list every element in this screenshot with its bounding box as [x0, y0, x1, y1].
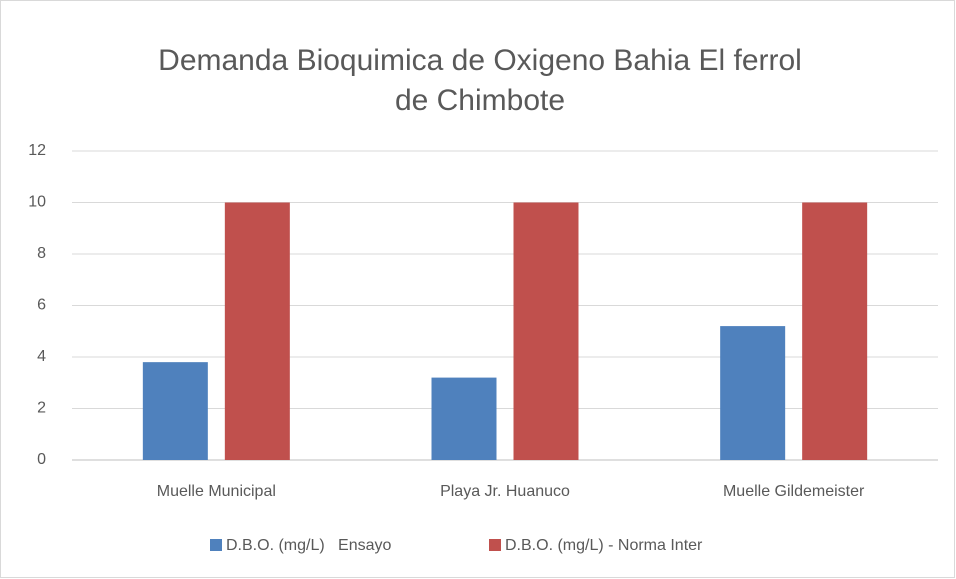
y-tick-label: 0 — [37, 451, 46, 468]
y-tick-label: 2 — [37, 400, 46, 417]
bar — [513, 202, 579, 460]
legend-swatch — [210, 539, 222, 551]
x-tick-label: Playa Jr. Huanuco — [440, 483, 570, 500]
bar — [431, 377, 497, 460]
bar — [224, 202, 290, 460]
y-tick-label: 6 — [37, 297, 46, 314]
x-tick-label: Muelle Gildemeister — [723, 483, 865, 500]
bar — [802, 202, 868, 460]
legend-swatch — [489, 539, 501, 551]
y-tick-label: 10 — [28, 194, 46, 211]
x-tick-label: Muelle Municipal — [157, 483, 276, 500]
legend-label: D.B.O. (mg/L) - Norma Inter — [505, 537, 703, 554]
bar — [720, 326, 786, 460]
y-tick-label: 12 — [28, 142, 46, 159]
y-tick-label: 4 — [37, 348, 46, 365]
legend-label: D.B.O. (mg/L) Ensayo — [226, 537, 391, 554]
bar — [142, 362, 208, 460]
y-tick-label: 8 — [37, 245, 46, 262]
chart-title: de Chimbote — [395, 84, 565, 117]
chart-title: Demanda Bioquimica de Oxigeno Bahia El f… — [158, 44, 802, 77]
